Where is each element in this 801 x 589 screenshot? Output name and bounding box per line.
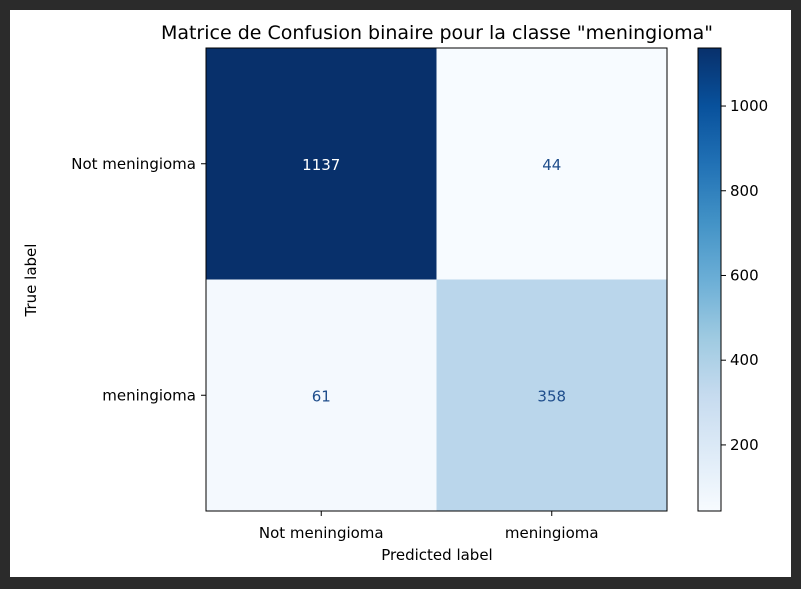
cell-value-label: 61 <box>312 387 331 405</box>
colorbar-tick-label: 800 <box>730 182 759 200</box>
colorbar-ticks: 200 400 600 800 1000 <box>721 97 768 454</box>
y-tick-label: meningioma <box>102 386 196 404</box>
plot-frame <box>205 47 668 512</box>
cell-value-label: 44 <box>542 156 561 174</box>
x-axis-ticks: Not meningioma meningioma <box>259 511 599 542</box>
matrix-cell <box>436 48 667 280</box>
y-tick-label: Not meningioma <box>71 155 196 173</box>
matrix-cell <box>436 279 667 511</box>
chart-title: Matrice de Confusion binaire pour la cla… <box>161 22 713 44</box>
colorbar-tick-label: 400 <box>730 351 759 369</box>
matrix-cell <box>206 279 437 511</box>
x-tick-label: Not meningioma <box>259 524 384 542</box>
colorbar-tick-label: 1000 <box>730 97 768 115</box>
x-axis-label: Predicted label <box>381 546 492 564</box>
colorbar <box>697 47 722 512</box>
colorbar-tick-label: 200 <box>730 436 759 454</box>
y-axis-label: True label <box>22 244 40 318</box>
matrix-cells <box>206 48 667 511</box>
matrix-cell <box>206 48 437 280</box>
x-tick-label: meningioma <box>505 524 599 542</box>
cell-value-label: 358 <box>537 387 566 405</box>
y-axis-ticks: Not meningioma meningioma <box>71 155 206 404</box>
cell-value-label: 1137 <box>302 156 340 174</box>
confusion-matrix-chart: Matrice de Confusion binaire pour la cla… <box>22 22 768 564</box>
figure: Matrice de Confusion binaire pour la cla… <box>10 10 791 577</box>
colorbar-tick-label: 600 <box>730 266 759 284</box>
matrix-cell-labels: 1137 44 61 358 <box>302 156 566 406</box>
